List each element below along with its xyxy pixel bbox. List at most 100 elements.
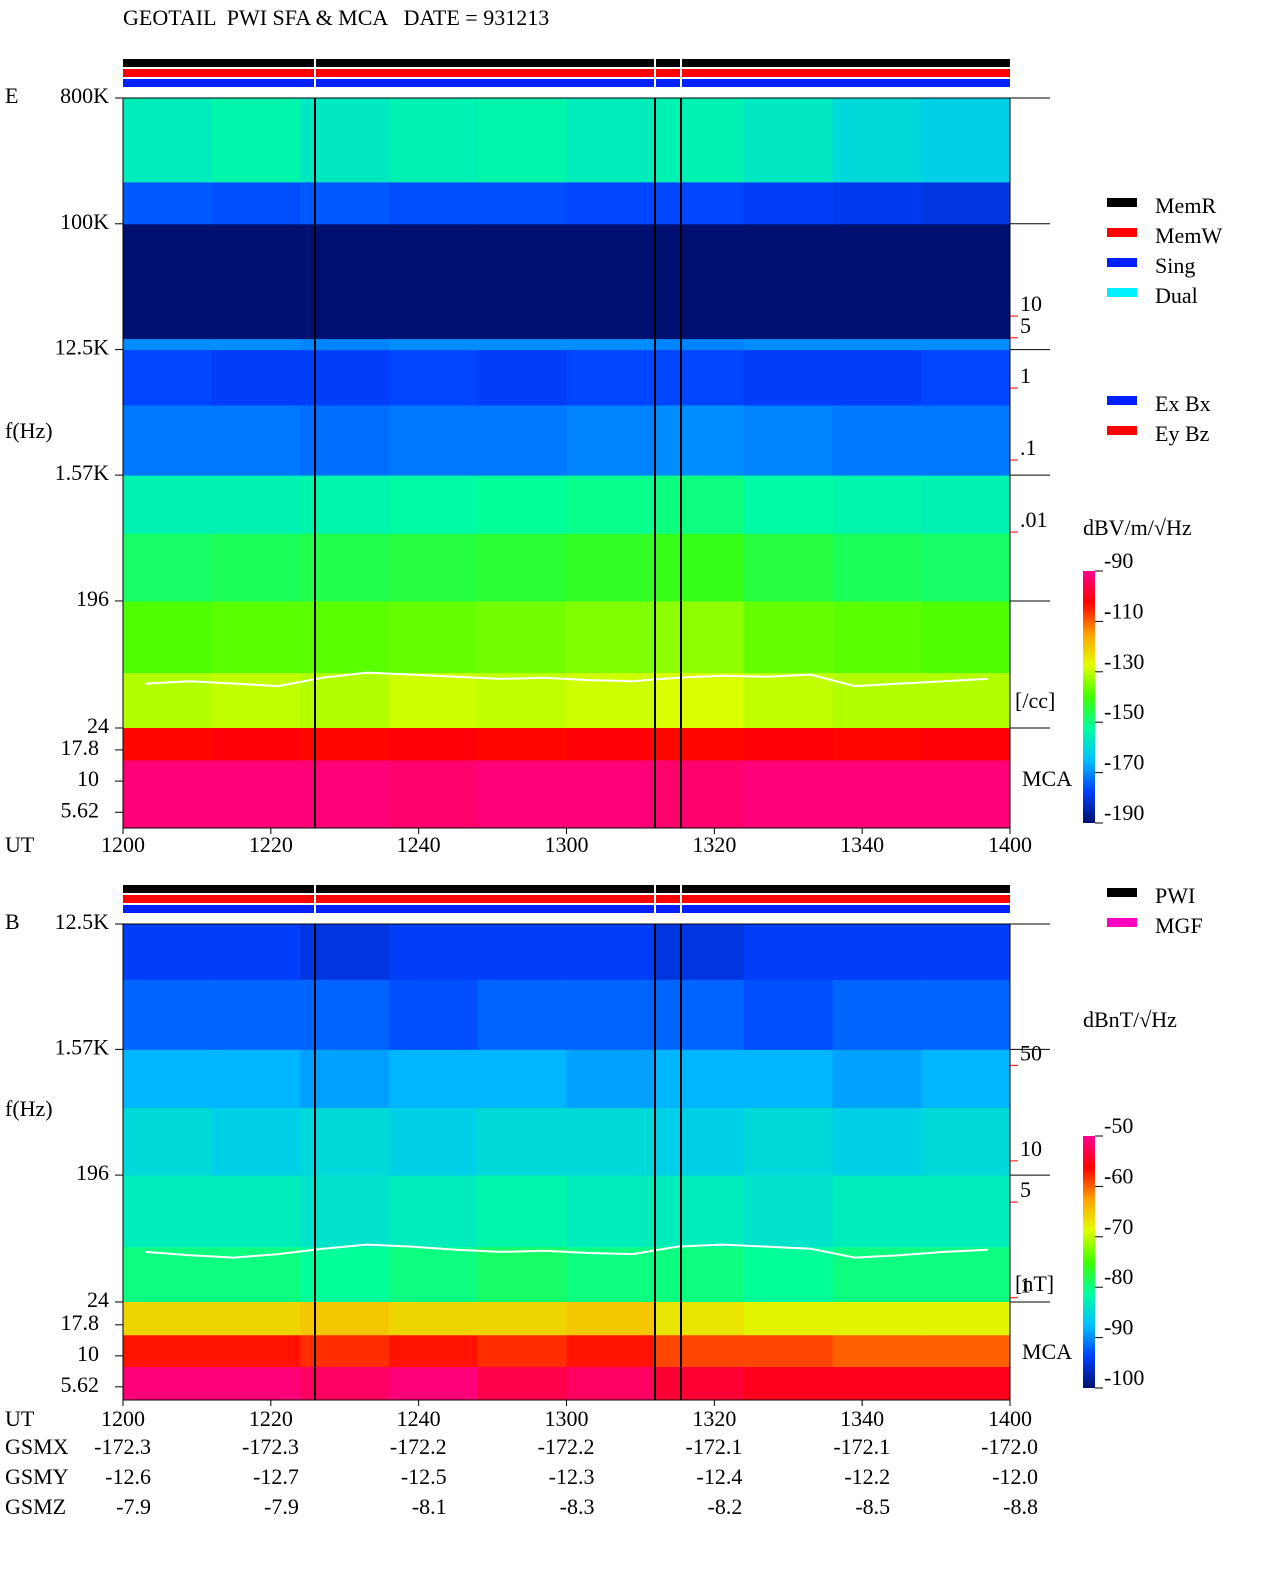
spectrogram-cell xyxy=(743,223,834,340)
spectrogram-cell xyxy=(832,979,922,1050)
orbit-value: -12.3 xyxy=(549,1464,595,1489)
mca-cell xyxy=(389,1302,479,1336)
mca-cell xyxy=(300,759,390,829)
spectrogram-cell xyxy=(300,98,390,183)
x-tick-label: 1300 xyxy=(545,832,589,857)
spectrogram-cell xyxy=(743,1175,834,1248)
mca-cell xyxy=(389,728,479,761)
spectrogram-cell xyxy=(389,1107,479,1176)
spectrogram-cell xyxy=(743,405,834,476)
spectrogram-cell xyxy=(300,349,390,406)
mca-cell xyxy=(123,1366,213,1401)
legend-swatch xyxy=(1107,198,1137,207)
orbit-value: -172.1 xyxy=(833,1434,890,1459)
y-tick-label: 1.57K xyxy=(55,460,110,485)
spectrogram-cell xyxy=(389,533,479,602)
spectrogram-cell xyxy=(655,600,745,674)
colorbar-label: dBV/m/√Hz xyxy=(1083,515,1192,540)
spectrogram-cell xyxy=(566,672,656,729)
mca-cell xyxy=(566,759,656,829)
page-title: GEOTAIL PWI SFA & MCA DATE = 931213 xyxy=(123,5,549,30)
aux-tick-label: 10 xyxy=(1020,291,1042,316)
spectrogram-cell xyxy=(123,98,213,183)
orbit-value: -7.9 xyxy=(116,1494,151,1519)
orbit-value: -172.2 xyxy=(390,1434,447,1459)
x-tick-label: 1200 xyxy=(101,832,145,857)
spectrogram-cell xyxy=(921,979,1011,1050)
spectrogram-cell xyxy=(655,338,745,351)
y-tick-label: 24 xyxy=(87,713,109,738)
mca-cell xyxy=(477,728,567,761)
spectrogram-cell xyxy=(389,1175,479,1248)
spectrogram-cell xyxy=(921,475,1011,534)
legend-label: Ey Bz xyxy=(1155,421,1210,446)
spectrogram-cell xyxy=(743,349,834,406)
legend-swatch xyxy=(1107,426,1137,435)
spectrogram-cell xyxy=(655,533,745,602)
y-axis-label: f(Hz) xyxy=(5,418,53,443)
orbit-value: -12.4 xyxy=(697,1464,743,1489)
spectrogram-cell xyxy=(743,338,834,351)
spectrogram-cell xyxy=(389,223,479,340)
spectrogram-cell xyxy=(477,672,567,729)
colorbar xyxy=(1083,1136,1095,1388)
mca-label: MCA xyxy=(1022,1339,1072,1364)
y-tick-label: 196 xyxy=(76,586,109,611)
status-bar xyxy=(123,895,1010,903)
spectrogram-cell xyxy=(832,1107,922,1176)
spectrogram-cell xyxy=(211,405,301,476)
legend-label: MemW xyxy=(1155,223,1222,248)
spectrogram-cell xyxy=(389,924,479,980)
mca-tick-label: 17.8 xyxy=(61,1310,100,1335)
spectrogram-cell xyxy=(123,533,213,602)
spectrogram-cell xyxy=(566,533,656,602)
x-tick-label: 1220 xyxy=(249,832,293,857)
spectrogram-cell xyxy=(832,600,922,674)
spectrogram-cell xyxy=(300,533,390,602)
legend-label: Sing xyxy=(1155,253,1195,278)
x-tick-label: 1240 xyxy=(397,1406,441,1431)
spectrogram-cell xyxy=(211,979,301,1050)
legend-swatch xyxy=(1107,288,1137,297)
mca-cell xyxy=(211,728,301,761)
mca-cell xyxy=(566,1366,656,1401)
orbit-value: -172.2 xyxy=(538,1434,595,1459)
x-tick-label: 1340 xyxy=(840,832,884,857)
legend-swatch xyxy=(1107,228,1137,237)
orbit-value: -172.3 xyxy=(94,1434,151,1459)
colorbar-tick-label: -170 xyxy=(1104,750,1144,775)
spectrogram-cell xyxy=(655,181,745,225)
spectrogram-cell xyxy=(921,1246,1011,1303)
spectrogram-cell xyxy=(743,181,834,225)
spectrogram-cell xyxy=(655,672,745,729)
spectrogram-cell xyxy=(743,600,834,674)
spectrogram-cell xyxy=(477,1175,567,1248)
spectrogram-cell xyxy=(655,1049,745,1108)
spectrogram-cell xyxy=(211,924,301,980)
spectrogram-cell xyxy=(211,181,301,225)
spectrogram-cell xyxy=(211,600,301,674)
mca-cell xyxy=(389,1366,479,1401)
spectrogram-cell xyxy=(832,405,922,476)
mca-cell xyxy=(832,728,922,761)
spectrogram-cell xyxy=(832,338,922,351)
mca-cell xyxy=(477,1366,567,1401)
x-tick-label: 1320 xyxy=(692,832,736,857)
spectrogram-cell xyxy=(832,672,922,729)
colorbar-tick-label: -190 xyxy=(1104,800,1144,825)
y-tick-label: 1.57K xyxy=(55,1034,110,1059)
orbit-value: -7.9 xyxy=(264,1494,299,1519)
spectrogram-cell xyxy=(921,1107,1011,1176)
spectrogram-cell xyxy=(123,979,213,1050)
mca-cell xyxy=(832,1366,922,1401)
mca-cell xyxy=(211,1334,301,1368)
spectrogram-cell xyxy=(477,223,567,340)
spectrogram-cell xyxy=(300,181,390,225)
x-axis-label: UT xyxy=(5,1406,35,1431)
mca-cell xyxy=(211,1302,301,1336)
spectrogram-cell xyxy=(566,405,656,476)
spectrogram-cell xyxy=(655,924,745,980)
spectrogram-cell xyxy=(477,181,567,225)
x-tick-label: 1240 xyxy=(397,832,441,857)
mca-cell xyxy=(123,1302,213,1336)
